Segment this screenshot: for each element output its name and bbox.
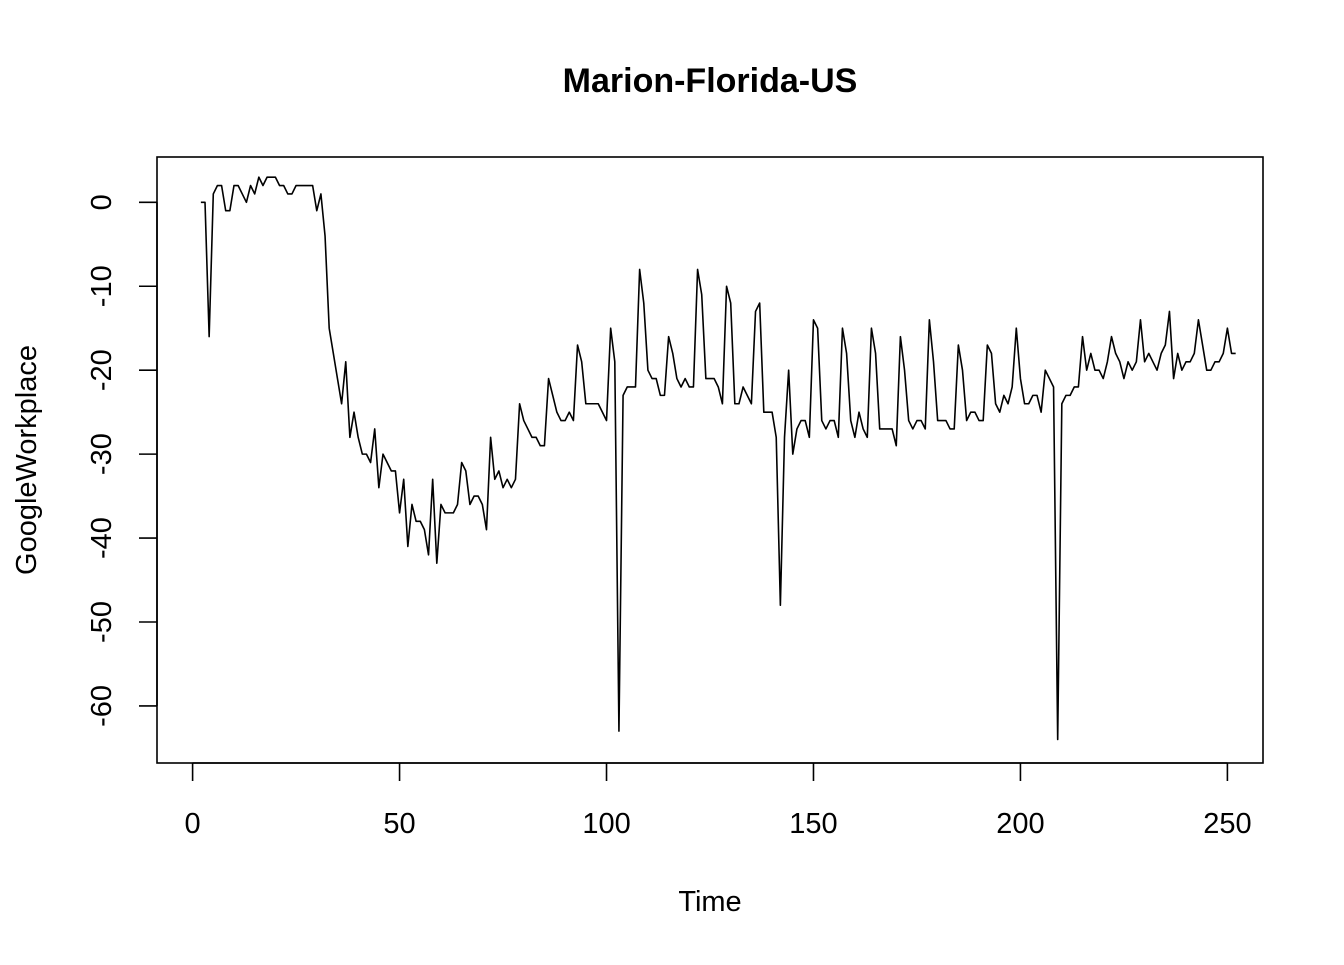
plot-frame xyxy=(156,156,1264,764)
y-tick-label: -10 xyxy=(86,265,118,307)
y-tick-label: 0 xyxy=(86,194,118,210)
x-tick-label: 50 xyxy=(383,808,415,840)
series-line xyxy=(200,176,1236,741)
x-tick-label: 0 xyxy=(185,808,201,840)
x-axis: 0 50 100 150 200 250 xyxy=(185,762,1252,840)
y-tick-label: -50 xyxy=(86,601,118,643)
x-axis-title: Time xyxy=(678,886,741,918)
y-tick-label: -30 xyxy=(86,433,118,475)
x-tick-label: 150 xyxy=(789,808,837,840)
x-tick-label: 200 xyxy=(996,808,1044,840)
y-axis: 0 -10 -20 -30 -40 -50 -60 xyxy=(86,194,158,727)
series-layer xyxy=(200,176,1236,741)
x-tick-label: 250 xyxy=(1203,808,1251,840)
x-tick-label: 100 xyxy=(582,808,630,840)
y-tick-label: -20 xyxy=(86,349,118,391)
y-tick-label: -40 xyxy=(86,517,118,559)
y-axis-title: GoogleWorkplace xyxy=(11,345,43,575)
y-tick-label: -60 xyxy=(86,685,118,727)
chart-title: Marion-Florida-US xyxy=(563,62,858,100)
